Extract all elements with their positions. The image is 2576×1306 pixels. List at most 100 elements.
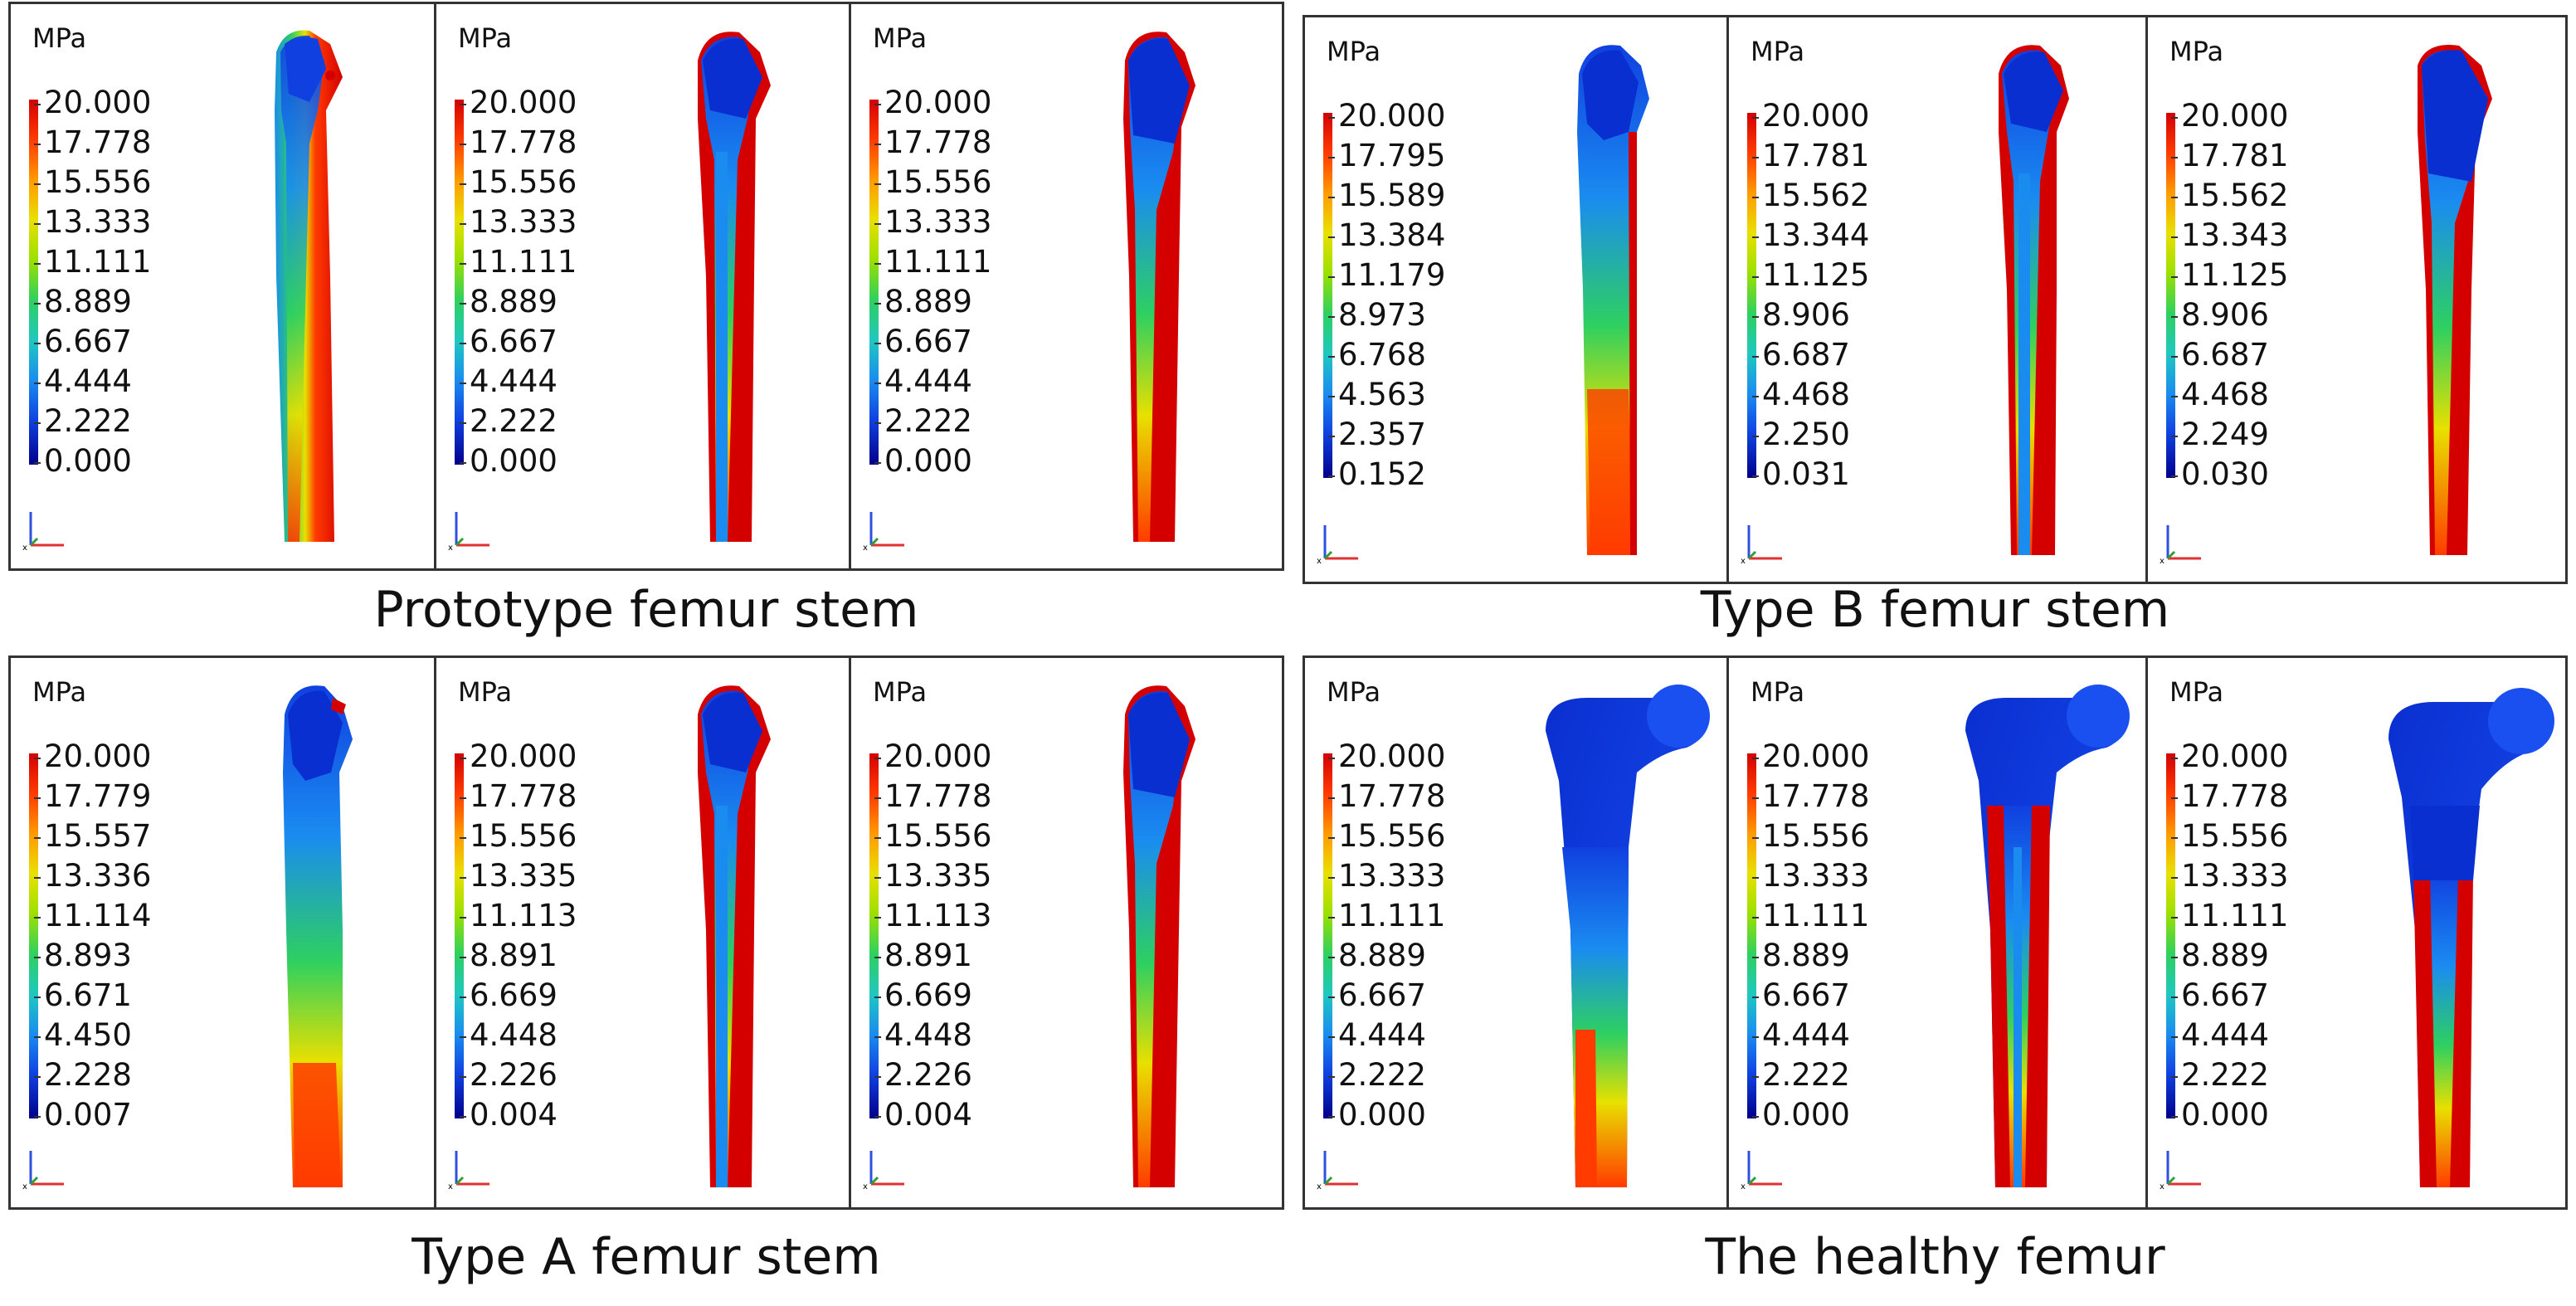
tick-label: 11.111: [44, 242, 151, 282]
tick-label: 8.906: [1762, 295, 1869, 335]
tick-label: 6.687: [2181, 335, 2288, 375]
coordinate-axes-icon: x: [22, 512, 64, 553]
tick-label: 8.889: [1762, 936, 1869, 976]
tick-label: 20.000: [1338, 96, 1445, 136]
femur-stress-model: [1999, 45, 2069, 556]
tick-label: 20.000: [470, 737, 577, 777]
color-scale-bar: [869, 753, 879, 1118]
tick-label: 2.250: [1762, 415, 1869, 455]
color-scale-bar: [29, 100, 38, 465]
stress-panel: MPa 20.000 17.778 15.556 13.333 11.111 8…: [434, 4, 849, 568]
femur-stress-model: [2418, 45, 2492, 555]
svg-text:x: x: [2160, 1182, 2165, 1191]
stress-panel: MPa 20.000 17.779 15.557 13.336 11.114 8…: [11, 658, 434, 1207]
stress-panel: MPa 20.000 17.781 15.562 13.344 11.125 8…: [1726, 17, 2145, 582]
tick-label: 4.444: [44, 362, 151, 402]
tick-label: 17.778: [44, 123, 151, 163]
color-scale-ticks: 20.000 17.778 15.556 13.333 11.111 8.889…: [44, 83, 151, 481]
tick-label: 0.152: [1338, 455, 1445, 495]
svg-text:x: x: [1741, 557, 1746, 566]
color-scale-bar: [869, 100, 879, 465]
tick-label: 0.004: [470, 1095, 577, 1135]
tick-label: 20.000: [44, 83, 151, 123]
tick-label: 8.889: [1338, 936, 1445, 976]
unit-label: MPa: [1327, 36, 1381, 67]
tick-label: 6.667: [1338, 976, 1445, 1016]
tick-label: 17.779: [44, 777, 151, 816]
femur-stress-model: [1577, 45, 1649, 555]
tick-label: 6.671: [44, 976, 151, 1016]
tick-label: 11.111: [470, 242, 577, 282]
tick-label: 15.562: [2181, 176, 2288, 216]
femur-stress-model: [698, 32, 771, 543]
svg-text:x: x: [1741, 1182, 1746, 1191]
tick-label: 4.444: [1762, 1016, 1869, 1055]
svg-text:x: x: [448, 543, 453, 553]
tick-label: 2.222: [1762, 1055, 1869, 1095]
tick-label: 2.222: [470, 402, 577, 441]
color-scale-ticks: 20.000 17.778 15.556 13.333 11.111 8.889…: [884, 83, 991, 481]
group-healthy: MPa 20.000 17.778 15.556 13.333 11.111 8…: [1303, 655, 2576, 1306]
stress-panel: MPa 20.000 17.778 15.556 13.333 11.111 8…: [11, 4, 434, 568]
tick-label: 13.333: [470, 202, 577, 242]
color-scale-bar: [1323, 113, 1332, 478]
tick-label: 15.557: [44, 816, 151, 856]
svg-text:x: x: [863, 543, 868, 553]
tick-label: 15.556: [884, 163, 991, 202]
tick-label: 13.335: [470, 856, 577, 896]
tick-label: 11.113: [884, 896, 991, 936]
svg-text:x: x: [2160, 557, 2165, 566]
femur-stress-model: [1123, 32, 1195, 542]
tick-label: 4.448: [884, 1016, 991, 1055]
stress-panel: MPa 20.000 17.781 15.562 13.343 11.125 8…: [2145, 17, 2565, 582]
tick-label: 2.226: [884, 1055, 991, 1095]
tick-label: 13.333: [44, 202, 151, 242]
tick-label: 20.000: [1338, 737, 1445, 777]
tick-label: 20.000: [2181, 96, 2288, 136]
tick-label: 15.556: [1762, 816, 1869, 856]
tick-label: 6.667: [1762, 976, 1869, 1016]
color-scale-bar: [1323, 753, 1332, 1118]
tick-label: 13.333: [1762, 856, 1869, 896]
tick-label: 15.556: [44, 163, 151, 202]
tick-label: 11.125: [1762, 256, 1869, 295]
tick-label: 2.249: [2181, 415, 2288, 455]
tick-label: 11.111: [1762, 896, 1869, 936]
tick-label: 8.906: [2181, 295, 2288, 335]
tick-label: 0.000: [884, 441, 991, 481]
tick-label: 20.000: [44, 737, 151, 777]
tick-label: 6.669: [884, 976, 991, 1016]
unit-label: MPa: [2169, 676, 2224, 708]
color-scale-ticks: 20.000 17.778 15.556 13.335 11.113 8.891…: [470, 737, 577, 1135]
panel-row: MPa 20.000 17.778 15.556 13.333 11.111 8…: [1303, 655, 2568, 1210]
femur-stress-model: [2389, 688, 2554, 1187]
tick-label: 13.344: [1762, 216, 1869, 256]
tick-label: 4.444: [884, 362, 991, 402]
tick-label: 13.333: [1338, 856, 1445, 896]
tick-label: 20.000: [884, 737, 991, 777]
tick-label: 17.778: [470, 777, 577, 816]
tick-label: 17.778: [1338, 777, 1445, 816]
tick-label: 15.556: [884, 816, 991, 856]
tick-label: 8.893: [44, 936, 151, 976]
femur-stress-model: [1965, 685, 2130, 1187]
coordinate-axes-icon: x: [2160, 1151, 2201, 1191]
color-scale-ticks: 20.000 17.779 15.557 13.336 11.114 8.893…: [44, 737, 151, 1135]
stress-panel: MPa 20.000 17.778 15.556 13.333 11.111 8…: [1726, 658, 2145, 1207]
color-scale-ticks: 20.000 17.778 15.556 13.333 11.111 8.889…: [1338, 737, 1445, 1135]
stress-panel: MPa 20.000 17.778 15.556 13.335 11.113 8…: [849, 658, 1282, 1207]
tick-label: 4.444: [2181, 1016, 2288, 1055]
tick-label: 17.778: [470, 123, 577, 163]
tick-label: 0.000: [44, 441, 151, 481]
tick-label: 20.000: [1762, 96, 1869, 136]
tick-label: 4.450: [44, 1016, 151, 1055]
tick-label: 15.556: [470, 163, 577, 202]
femur-stress-model: [283, 685, 353, 1187]
tick-label: 2.222: [44, 402, 151, 441]
coordinate-axes-icon: x: [1317, 525, 1358, 566]
tick-label: 0.000: [2181, 1095, 2288, 1135]
tick-label: 0.000: [470, 441, 577, 481]
unit-label: MPa: [458, 22, 513, 54]
tick-label: 0.000: [1338, 1095, 1445, 1135]
color-scale-ticks: 20.000 17.778 15.556 13.335 11.113 8.891…: [884, 737, 991, 1135]
